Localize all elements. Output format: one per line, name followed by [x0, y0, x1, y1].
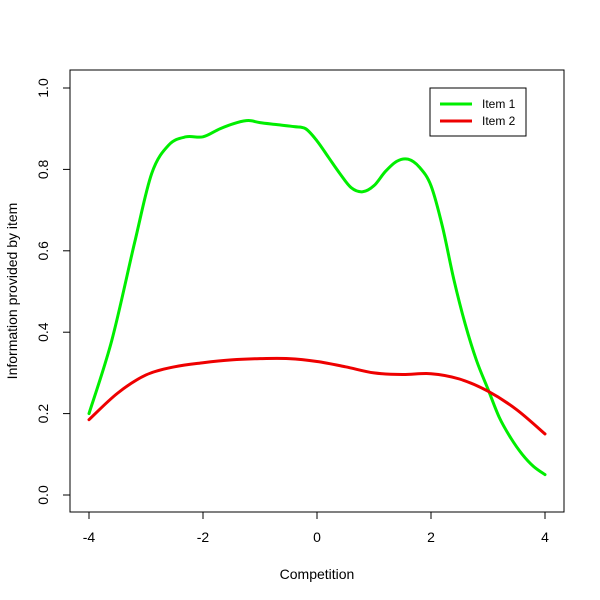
x-tick-label: 2 [427, 529, 435, 545]
x-axis: -4 -2 0 2 4 [83, 511, 549, 545]
series-layer [87, 119, 547, 477]
y-tick-label: 0.6 [35, 241, 51, 261]
x-tick-label: 4 [541, 529, 549, 545]
series-line-item-2 [87, 356, 547, 436]
y-axis: 0.0 0.2 0.4 0.6 0.8 1.0 [35, 78, 71, 505]
y-tick-label: 0.0 [35, 485, 51, 505]
series-line-item-1 [87, 119, 547, 477]
x-tick-label: -4 [83, 529, 96, 545]
x-tick-label: 0 [313, 529, 321, 545]
legend-label-item-2: Item 2 [482, 114, 516, 128]
y-tick-label: 0.4 [35, 322, 51, 342]
x-tick-label: -2 [197, 529, 210, 545]
legend-label-item-1: Item 1 [482, 97, 516, 111]
x-axis-label: Competition [280, 566, 355, 582]
y-tick-label: 1.0 [35, 78, 51, 98]
y-axis-label: Information provided by item [4, 203, 20, 380]
y-tick-label: 0.8 [35, 159, 51, 179]
y-tick-label: 0.2 [35, 404, 51, 424]
legend-box [429, 87, 527, 137]
legend: Item 1 Item 2 [429, 87, 527, 137]
